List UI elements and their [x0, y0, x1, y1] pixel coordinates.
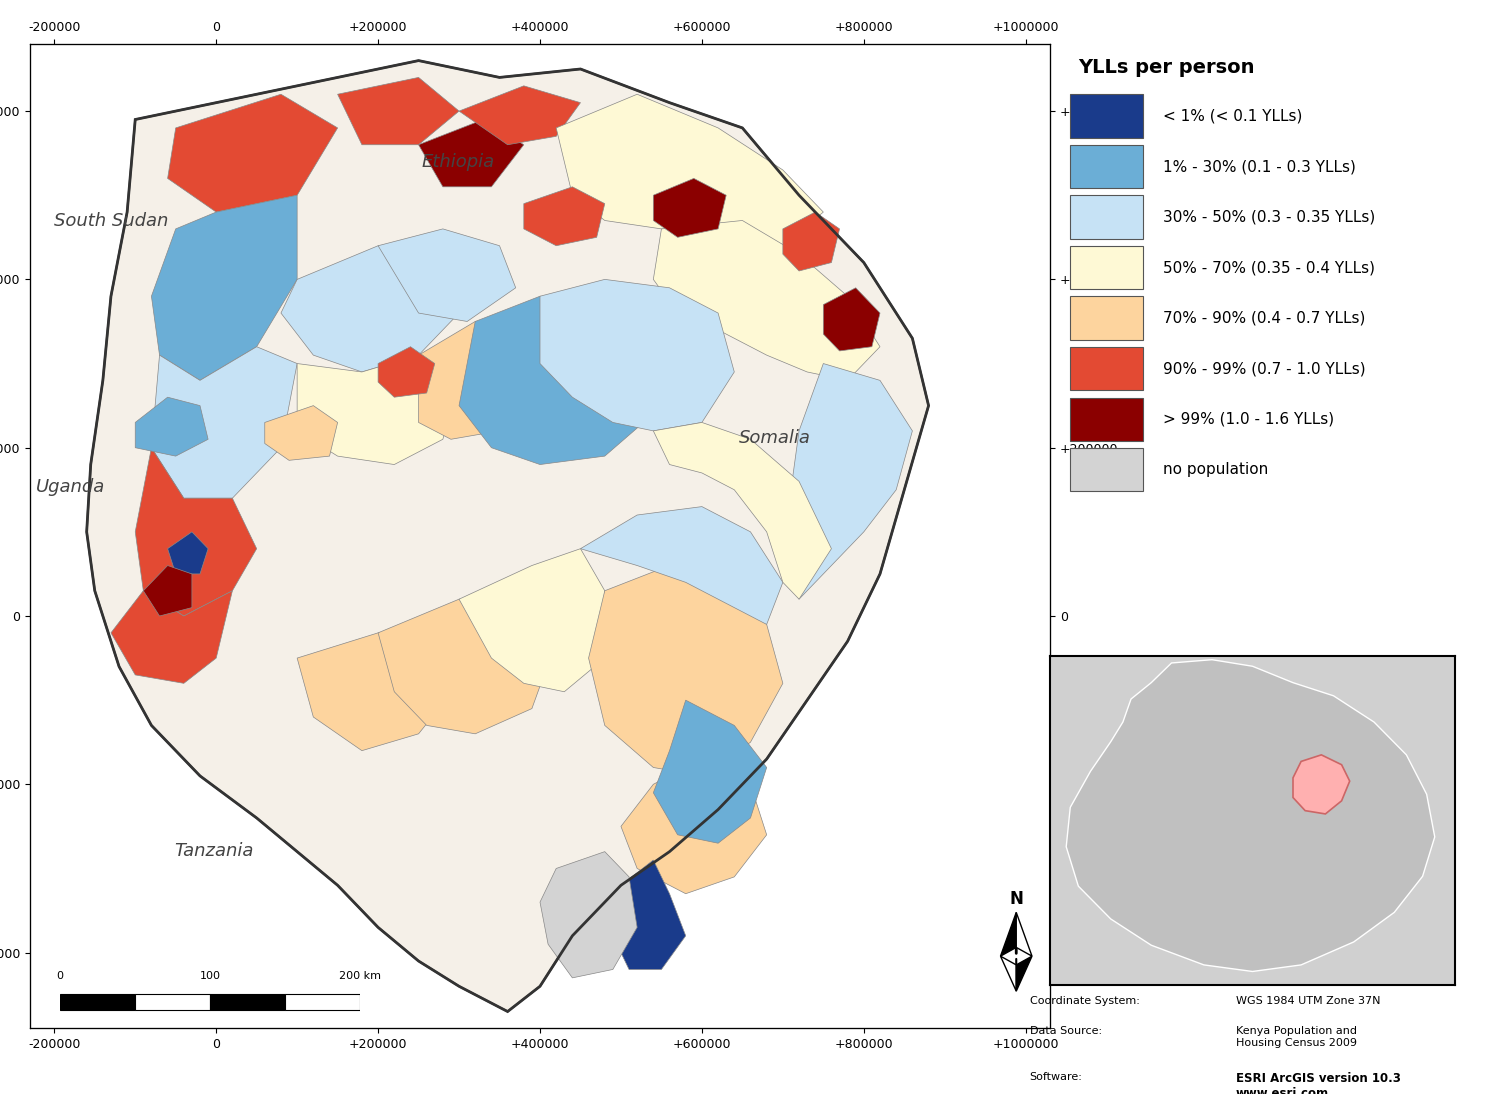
Polygon shape — [280, 246, 459, 372]
Polygon shape — [338, 78, 459, 144]
Polygon shape — [588, 566, 783, 776]
Polygon shape — [1000, 912, 1017, 956]
Polygon shape — [824, 288, 880, 351]
Bar — [1070, 397, 1143, 441]
Polygon shape — [783, 212, 840, 271]
Polygon shape — [654, 422, 831, 600]
Polygon shape — [1017, 912, 1032, 956]
Polygon shape — [378, 600, 556, 734]
Bar — [1070, 449, 1143, 491]
Text: 200 km: 200 km — [339, 971, 381, 981]
Polygon shape — [135, 447, 256, 616]
Text: Ethiopia: Ethiopia — [422, 153, 495, 171]
Text: Uganda: Uganda — [36, 478, 105, 496]
Polygon shape — [111, 591, 232, 684]
Bar — [135, 994, 210, 1010]
Text: N: N — [1010, 891, 1023, 908]
Polygon shape — [783, 363, 912, 600]
Text: no population: no population — [1162, 463, 1268, 477]
Text: Kenya Population and
Housing Census 2009: Kenya Population and Housing Census 2009 — [1236, 1026, 1358, 1048]
Text: > 99% (1.0 - 1.6 YLLs): > 99% (1.0 - 1.6 YLLs) — [1162, 411, 1334, 427]
Polygon shape — [297, 625, 459, 750]
Polygon shape — [654, 221, 880, 381]
Text: 30% - 50% (0.3 - 0.35 YLLs): 30% - 50% (0.3 - 0.35 YLLs) — [1162, 210, 1376, 224]
Polygon shape — [540, 279, 735, 431]
Polygon shape — [168, 532, 208, 574]
Text: 100: 100 — [200, 971, 220, 981]
Polygon shape — [378, 347, 435, 397]
Text: Coordinate System:: Coordinate System: — [1029, 996, 1140, 1005]
Polygon shape — [459, 549, 604, 691]
Polygon shape — [621, 759, 766, 894]
Text: 90% - 99% (0.7 - 1.0 YLLs): 90% - 99% (0.7 - 1.0 YLLs) — [1162, 361, 1365, 376]
Text: South Sudan: South Sudan — [54, 212, 170, 230]
Polygon shape — [654, 178, 726, 237]
Bar — [285, 994, 360, 1010]
Polygon shape — [556, 94, 824, 246]
Polygon shape — [540, 851, 638, 978]
Polygon shape — [459, 85, 580, 144]
Bar — [1070, 144, 1143, 188]
Text: < 1% (< 0.1 YLLs): < 1% (< 0.1 YLLs) — [1162, 108, 1302, 124]
Text: YLLs per person: YLLs per person — [1077, 58, 1254, 78]
Polygon shape — [1017, 956, 1032, 991]
Polygon shape — [152, 347, 297, 498]
Text: WGS 1984 UTM Zone 37N: WGS 1984 UTM Zone 37N — [1236, 996, 1380, 1005]
Text: ESRI ArcGIS version 10.3
www.esri.com: ESRI ArcGIS version 10.3 www.esri.com — [1236, 1072, 1401, 1094]
Polygon shape — [1293, 755, 1350, 814]
Bar — [1070, 196, 1143, 238]
Bar — [60, 994, 135, 1010]
Text: Data Source:: Data Source: — [1029, 1026, 1101, 1036]
Polygon shape — [87, 60, 928, 1012]
Bar — [1070, 94, 1143, 138]
Polygon shape — [266, 406, 338, 461]
Bar — [1070, 347, 1143, 391]
Polygon shape — [654, 700, 766, 843]
Polygon shape — [580, 507, 783, 625]
Polygon shape — [524, 187, 605, 246]
Bar — [210, 994, 285, 1010]
Polygon shape — [135, 397, 209, 456]
Text: Somalia: Somalia — [738, 429, 810, 446]
Text: 1% - 30% (0.1 - 0.3 YLLs): 1% - 30% (0.1 - 0.3 YLLs) — [1162, 159, 1356, 174]
Text: 70% - 90% (0.4 - 0.7 YLLs): 70% - 90% (0.4 - 0.7 YLLs) — [1162, 311, 1365, 326]
Polygon shape — [168, 94, 338, 212]
Polygon shape — [297, 356, 459, 465]
Bar — [1070, 296, 1143, 340]
Polygon shape — [144, 566, 192, 616]
Text: Tanzania: Tanzania — [174, 842, 254, 860]
Bar — [1070, 246, 1143, 289]
Polygon shape — [1000, 956, 1017, 991]
Polygon shape — [459, 296, 654, 465]
Polygon shape — [378, 229, 516, 322]
Polygon shape — [419, 119, 524, 187]
Text: Software:: Software: — [1029, 1072, 1083, 1082]
Polygon shape — [614, 860, 686, 969]
Polygon shape — [419, 322, 540, 440]
Text: 0: 0 — [57, 971, 63, 981]
Polygon shape — [1066, 660, 1434, 971]
Text: 50% - 70% (0.35 - 0.4 YLLs): 50% - 70% (0.35 - 0.4 YLLs) — [1162, 260, 1376, 275]
Polygon shape — [152, 195, 297, 381]
